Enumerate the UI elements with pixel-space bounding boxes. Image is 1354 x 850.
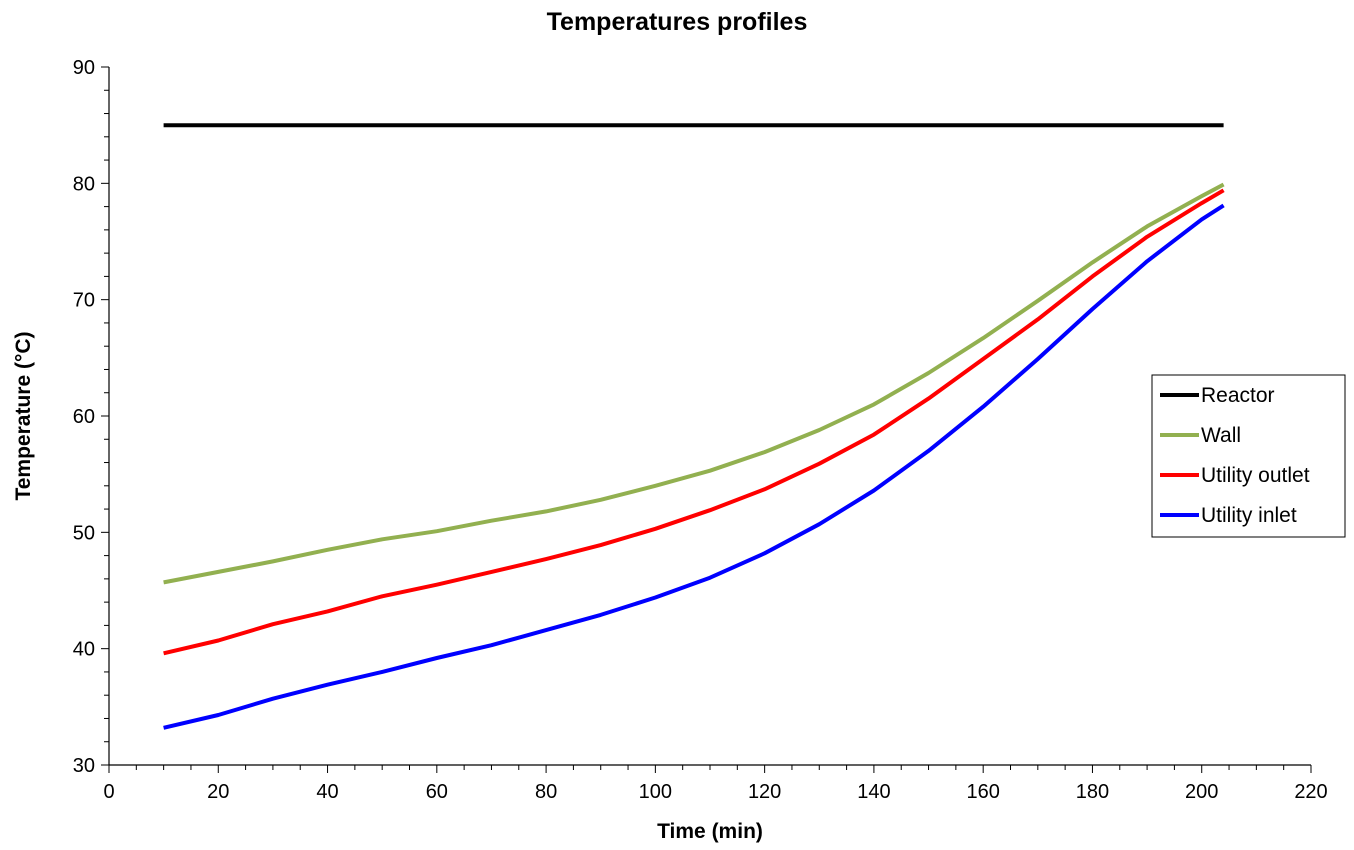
legend-label-utility-inlet: Utility inlet [1201,504,1297,527]
x-tick-label: 120 [748,781,781,803]
y-axis-title: Temperature (°C) [12,331,35,500]
y-tick-label: 90 [73,57,95,79]
x-tick-label: 140 [857,781,890,803]
legend: Reactor Wall Utility outlet Utility inlet [1151,374,1346,538]
x-axis-ticks: 0 20 40 60 80 100 120 140 160 180 200 220 [103,765,1328,803]
y-tick-label: 30 [73,755,95,777]
x-tick-label: 0 [103,781,114,803]
series-line-wall [163,182,1225,585]
x-tick-label: 180 [1076,781,1109,803]
axes [108,67,1311,766]
series-line-utility-outlet [163,188,1225,656]
legend-label-wall: Wall [1201,424,1241,447]
x-tick-label: 40 [316,781,338,803]
x-axis-title: Time (min) [657,820,763,843]
chart-title: Temperatures profiles [546,8,808,36]
y-axis-ticks: 30 40 50 60 70 80 90 [73,57,109,777]
legend-label-utility-outlet: Utility outlet [1201,464,1310,487]
y-tick-label: 40 [73,639,95,661]
x-tick-label: 20 [207,781,229,803]
x-tick-label: 220 [1294,781,1327,803]
x-tick-label: 60 [426,781,448,803]
legend-box [1151,374,1346,538]
y-tick-label: 70 [73,290,95,312]
series-line-utility-inlet [163,203,1225,730]
y-tick-label: 60 [73,406,95,428]
x-tick-label: 80 [535,781,557,803]
y-tick-label: 80 [73,173,95,195]
x-tick-label: 100 [639,781,672,803]
x-tick-label: 200 [1185,781,1218,803]
x-tick-label: 160 [966,781,999,803]
legend-label-reactor: Reactor [1201,384,1275,407]
y-tick-label: 50 [73,522,95,544]
series-lines [163,123,1225,730]
